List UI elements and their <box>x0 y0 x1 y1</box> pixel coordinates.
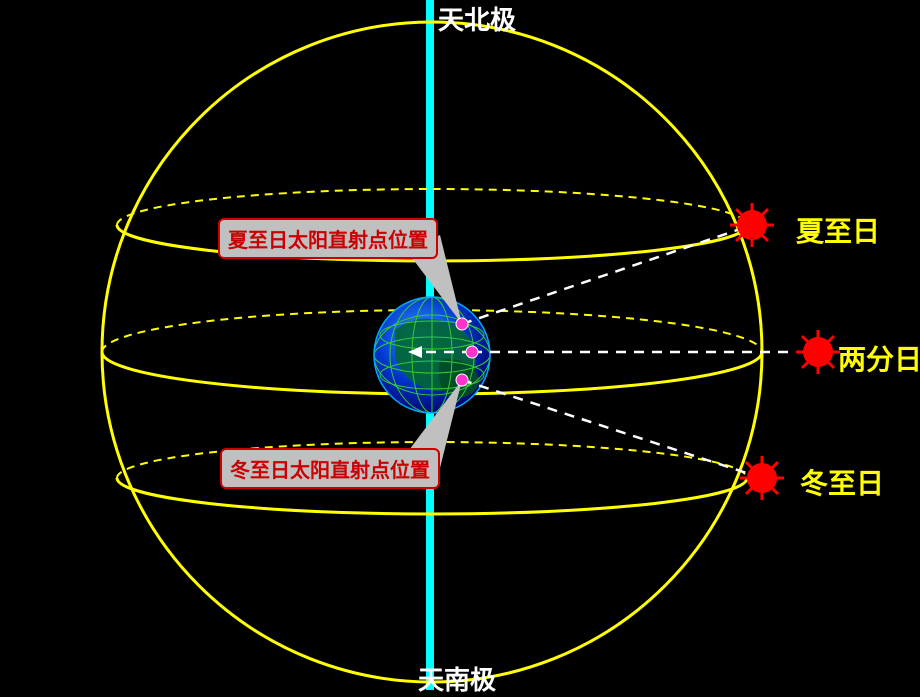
summer-sun-icon <box>730 203 774 247</box>
south-pole-label: 天南极 <box>418 660 496 697</box>
winter-subpoint <box>456 374 468 386</box>
winter-sun-icon <box>740 456 784 500</box>
equinox-sun-label: 两分日 <box>838 338 920 378</box>
north-pole-label: 天北极 <box>438 0 516 37</box>
summer-subpoint <box>456 318 468 330</box>
summer-sun-label: 夏至日 <box>796 210 880 250</box>
equinox-sun-icon <box>796 330 840 374</box>
winter-sun-label: 冬至日 <box>800 462 884 502</box>
equinox-subpoint <box>466 346 478 358</box>
celestial-diagram <box>0 0 920 690</box>
winter-callout-box: 冬至日太阳直射点位置 <box>220 448 440 489</box>
summer-callout-box: 夏至日太阳直射点位置 <box>218 218 438 259</box>
